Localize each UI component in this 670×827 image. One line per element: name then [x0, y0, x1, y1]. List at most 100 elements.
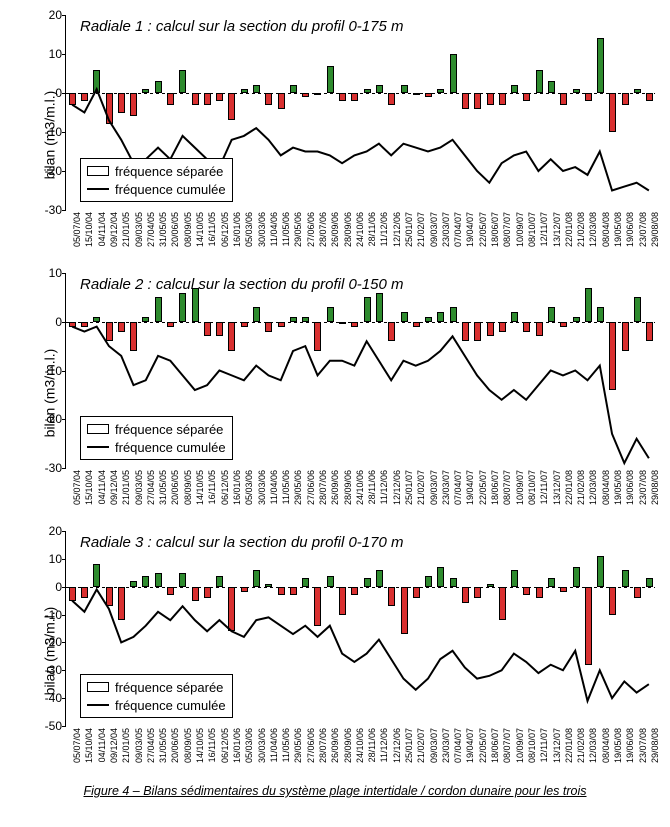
x-tick-label: 12/12/06	[392, 212, 402, 247]
x-tick-label: 04/11/04	[97, 470, 107, 504]
x-tick-label: 30/03/06	[257, 728, 267, 763]
x-tick-label: 08/07/07	[502, 212, 512, 247]
x-tick-label: 06/12/05	[220, 470, 230, 505]
x-tick-label: 16/11/05	[207, 470, 217, 504]
x-tick-label: 09/03/07	[429, 728, 439, 763]
x-tick-label: 19/05/08	[613, 470, 623, 505]
legend: fréquence séparée fréquence cumulée	[80, 674, 233, 718]
legend-item-cumulee: fréquence cumulée	[87, 438, 226, 456]
x-tick-label: 12/03/08	[588, 728, 598, 763]
x-tick-label: 18/06/07	[490, 728, 500, 763]
x-tick-label: 29/05/06	[293, 728, 303, 763]
x-tick-label: 20/06/05	[170, 212, 180, 247]
x-tick-label: 16/01/06	[232, 212, 242, 247]
x-tick-label: 23/07/08	[638, 212, 648, 247]
x-tick-label: 10/09/07	[515, 470, 525, 505]
x-tick-label: 08/09/05	[183, 728, 193, 763]
legend-item-separee: fréquence séparée	[87, 678, 226, 696]
x-tick-label: 28/09/06	[343, 728, 353, 763]
x-tick-label: 27/06/06	[306, 212, 316, 247]
radiale2-panel: Radiale 2 : calcul sur la section du pro…	[10, 268, 660, 518]
x-tick-label: 27/06/06	[306, 728, 316, 763]
x-tick-label: 19/06/08	[625, 212, 635, 247]
x-tick-label: 26/09/06	[330, 470, 340, 505]
x-tick-label: 28/09/06	[343, 212, 353, 247]
x-tick-label: 12/03/08	[588, 470, 598, 505]
x-tick-label: 12/03/08	[588, 212, 598, 247]
x-tick-label: 08/07/07	[502, 470, 512, 505]
x-tick-label: 19/06/08	[625, 470, 635, 505]
x-tick-label: 12/12/06	[392, 470, 402, 505]
x-tick-label: 23/03/07	[441, 728, 451, 763]
x-tick-label: 29/05/06	[293, 470, 303, 505]
x-tick-label: 16/01/06	[232, 470, 242, 505]
x-tick-label: 07/04/07	[453, 212, 463, 247]
x-tick-label: 21/02/07	[416, 728, 426, 763]
x-tick-label: 21/02/08	[576, 728, 586, 763]
x-tick-label: 12/12/06	[392, 728, 402, 763]
x-tick-label: 28/09/06	[343, 470, 353, 505]
x-tick-label: 11/12/06	[379, 728, 389, 762]
x-tick-label: 10/09/07	[515, 728, 525, 763]
x-tick-label: 16/11/05	[207, 212, 217, 246]
x-tick-label: 19/04/07	[465, 470, 475, 505]
x-tick-label: 09/03/05	[134, 212, 144, 247]
x-tick-label: 08/10/07	[527, 728, 537, 763]
x-tick-label: 15/10/04	[84, 212, 94, 247]
x-tick-label: 20/06/05	[170, 470, 180, 505]
x-tick-label: 25/01/07	[404, 212, 414, 247]
x-tick-label: 25/01/07	[404, 728, 414, 763]
x-tick-label: 05/07/04	[72, 470, 82, 505]
x-tick-label: 21/02/07	[416, 470, 426, 505]
x-tick-label: 19/05/08	[613, 212, 623, 247]
x-tick-label: 04/11/04	[97, 212, 107, 246]
x-tick-label: 05/07/04	[72, 728, 82, 763]
x-tick-label: 27/04/05	[146, 212, 156, 247]
legend-line-icon	[87, 704, 109, 706]
x-tick-label: 19/06/08	[625, 728, 635, 763]
x-tick-label: 08/04/08	[601, 470, 611, 505]
x-tick-label: 05/03/06	[244, 212, 254, 247]
x-tick-label: 11/04/06	[269, 728, 279, 762]
x-tick-label: 16/11/05	[207, 728, 217, 762]
x-tick-label: 29/05/06	[293, 212, 303, 247]
x-tick-label: 19/04/07	[465, 728, 475, 763]
x-tick-label: 28/07/06	[318, 728, 328, 763]
x-tick-label: 11/12/06	[379, 470, 389, 504]
x-tick-label: 29/08/08	[650, 728, 660, 763]
x-tick-label: 27/04/05	[146, 470, 156, 505]
x-tick-label: 09/03/05	[134, 470, 144, 505]
x-tick-label: 13/12/07	[552, 470, 562, 505]
x-tick-label: 30/03/06	[257, 470, 267, 505]
x-tick-label: 21/01/05	[121, 470, 131, 505]
chart-title: Radiale 1 : calcul sur la section du pro…	[80, 18, 404, 35]
x-tick-label: 11/04/06	[269, 212, 279, 246]
x-tick-label: 08/09/05	[183, 470, 193, 505]
x-tick-label: 04/11/04	[97, 728, 107, 762]
legend-item-separee: fréquence séparée	[87, 162, 226, 180]
x-tick-label: 12/11/07	[539, 470, 549, 504]
x-tick-label: 13/12/07	[552, 212, 562, 247]
x-tick-label: 23/07/08	[638, 728, 648, 763]
x-tick-label: 21/01/05	[121, 728, 131, 763]
x-tick-label: 28/07/06	[318, 212, 328, 247]
x-tick-label: 24/10/06	[355, 470, 365, 505]
x-tick-label: 22/01/08	[564, 728, 574, 763]
x-tick-label: 19/05/08	[613, 728, 623, 763]
x-tick-label: 31/05/05	[158, 470, 168, 505]
x-tick-label: 20/06/05	[170, 728, 180, 763]
x-tick-label: 12/11/07	[539, 728, 549, 762]
x-tick-label: 23/03/07	[441, 470, 451, 505]
x-tick-label: 28/07/06	[318, 470, 328, 505]
x-tick-label: 22/01/08	[564, 212, 574, 247]
radiale3-panel: Radiale 3 : calcul sur la section du pro…	[10, 526, 660, 776]
x-tick-label: 22/01/08	[564, 470, 574, 505]
legend-label: fréquence séparée	[115, 164, 223, 179]
x-tick-label: 24/10/06	[355, 212, 365, 247]
x-tick-label: 31/05/05	[158, 212, 168, 247]
x-tick-label: 06/12/05	[220, 728, 230, 763]
x-tick-label: 21/02/08	[576, 470, 586, 505]
x-tick-label: 15/10/04	[84, 728, 94, 763]
x-tick-label: 08/07/07	[502, 728, 512, 763]
legend-box-icon	[87, 424, 109, 434]
